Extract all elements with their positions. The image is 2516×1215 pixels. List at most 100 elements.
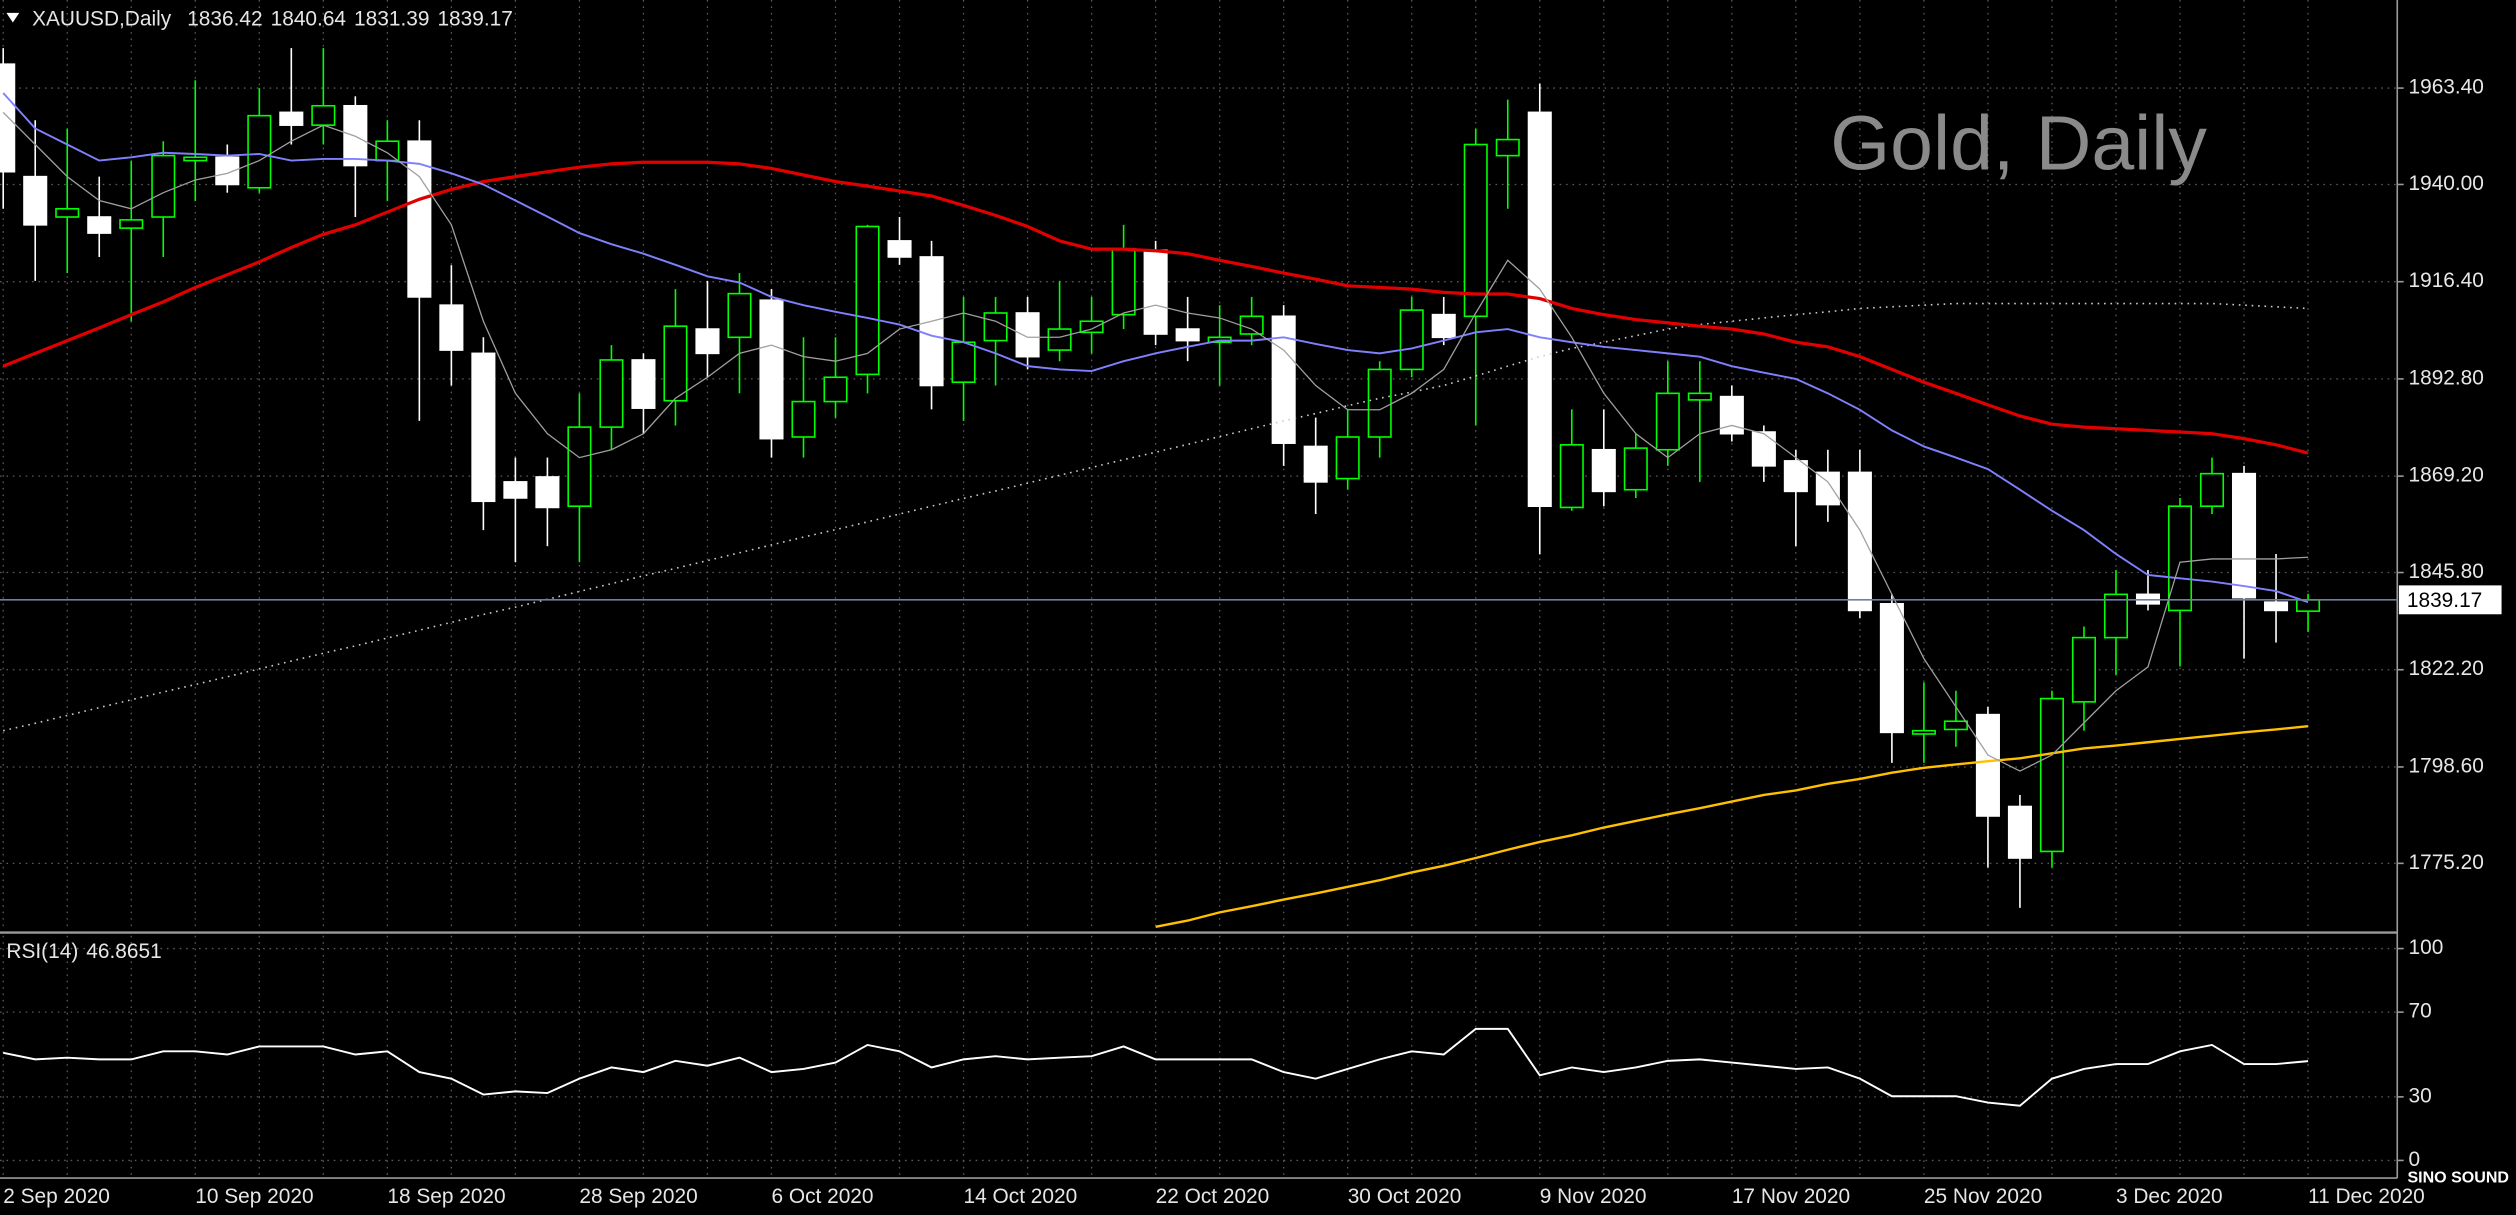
y-tick-label: 1822.20 (2408, 657, 2483, 680)
moving-average-line (1155, 724, 2309, 928)
candle-body (1239, 315, 1264, 335)
y-tick-label: 0 (2408, 1148, 2420, 1171)
candle-body (2007, 805, 2032, 859)
indicator-line (3, 1027, 2309, 1107)
candle-body (1079, 320, 1104, 334)
candle-body (983, 312, 1008, 342)
candle-body (567, 426, 592, 507)
candle-body (119, 219, 144, 229)
candle-body (663, 325, 688, 402)
candle-body (1111, 247, 1136, 316)
candle-body (1847, 471, 1872, 612)
x-tick-label: 17 Nov 2020 (1732, 1185, 1850, 1208)
candle-body (2039, 697, 2064, 853)
candle-body (855, 225, 880, 376)
candle-body (1655, 392, 1680, 451)
candle-body (1175, 328, 1200, 342)
current-price-label: 1839.17 (2407, 589, 2482, 612)
candle-body (2167, 505, 2193, 612)
y-tick-label: 1916.40 (2408, 269, 2483, 292)
candle-body (151, 154, 176, 218)
candle-body (1367, 368, 1392, 438)
candle-body (599, 359, 624, 428)
moving-average-line (2, 160, 2309, 455)
y-tick-label: 1940.00 (2408, 172, 2483, 195)
candle-body (1559, 444, 1584, 509)
moving-average-line (2, 92, 2309, 604)
logo: SINO SOUND (2407, 1168, 2509, 1186)
candle-body (1623, 447, 1648, 491)
candle-body (1975, 713, 2000, 817)
candle-body (407, 140, 432, 298)
watermark: Gold, Daily (1830, 101, 2207, 187)
candle-body (2103, 593, 2129, 639)
symbol-title: XAUUSD,Daily (32, 7, 172, 30)
candle-body (2199, 472, 2225, 507)
candle-body (1399, 309, 1424, 371)
candle-body (1271, 315, 1296, 444)
menu-arrow (6, 12, 20, 23)
x-tick-label: 11 Dec 2020 (2308, 1185, 2425, 1208)
candle-body (1911, 729, 1936, 735)
x-tick-label: 10 Sep 2020 (195, 1185, 313, 1208)
candle-body (1719, 395, 1744, 435)
candle-body (1783, 460, 1808, 493)
y-tick-label: 1963.40 (2408, 76, 2483, 99)
x-tick-label: 6 Oct 2020 (771, 1185, 873, 1208)
candle-body (727, 292, 752, 339)
candle-body (375, 140, 400, 162)
candle-body (311, 104, 336, 126)
candle-body (1143, 249, 1168, 335)
y-tick-label: 70 (2408, 1000, 2431, 1023)
current-price-box (2398, 585, 2502, 615)
candle-body (183, 156, 208, 162)
ohlc-value: 1839.17 (437, 7, 512, 30)
candle-body (1751, 431, 1776, 467)
indicator-value: 46.8651 (86, 939, 161, 962)
candle-body (1687, 392, 1712, 401)
candle-body (887, 240, 912, 258)
ohlc-value: 1831.39 (354, 7, 429, 30)
x-tick-label: 9 Nov 2020 (1540, 1185, 1647, 1208)
candle-body (55, 207, 80, 218)
candle-body (791, 400, 816, 438)
ohlc-value: 1840.64 (271, 7, 346, 30)
x-tick-label: 22 Oct 2020 (1156, 1185, 1270, 1208)
candle-body (759, 299, 784, 440)
candle-body (1495, 138, 1520, 157)
candle-body (1303, 445, 1328, 483)
candle-body (2071, 636, 2096, 703)
candle-body (1943, 720, 1968, 731)
y-tick-label: 1869.20 (2408, 464, 2483, 487)
candle-body (0, 63, 16, 173)
candle-body (2231, 472, 2257, 599)
candle-body (1815, 471, 1840, 506)
candle-body (631, 359, 656, 409)
y-tick-label: 1892.80 (2408, 366, 2483, 389)
x-tick-label: 14 Oct 2020 (964, 1185, 1078, 1208)
candle-body (1431, 313, 1456, 339)
x-tick-label: 3 Dec 2020 (2116, 1185, 2223, 1208)
candle-body (471, 352, 496, 503)
candle-body (1015, 312, 1040, 358)
candle-body (535, 476, 560, 509)
candle-body (1047, 328, 1072, 351)
y-tick-label: 1775.20 (2408, 851, 2483, 874)
moving-average-line (2, 111, 2309, 772)
y-tick-label: 1845.80 (2408, 560, 2483, 583)
candle-body (87, 216, 112, 234)
candle-body (823, 376, 848, 403)
candle-body (215, 156, 240, 186)
candle-body (1335, 436, 1360, 480)
candle-body (1879, 603, 1904, 734)
candle-body (951, 341, 976, 384)
candle-body (439, 304, 464, 351)
candle-body (695, 328, 720, 355)
x-tick-label: 28 Sep 2020 (579, 1185, 697, 1208)
y-tick-label: 100 (2408, 936, 2443, 959)
candle-body (247, 114, 272, 189)
ohlc-value: 1836.42 (187, 7, 262, 30)
candle-body (1591, 448, 1616, 493)
